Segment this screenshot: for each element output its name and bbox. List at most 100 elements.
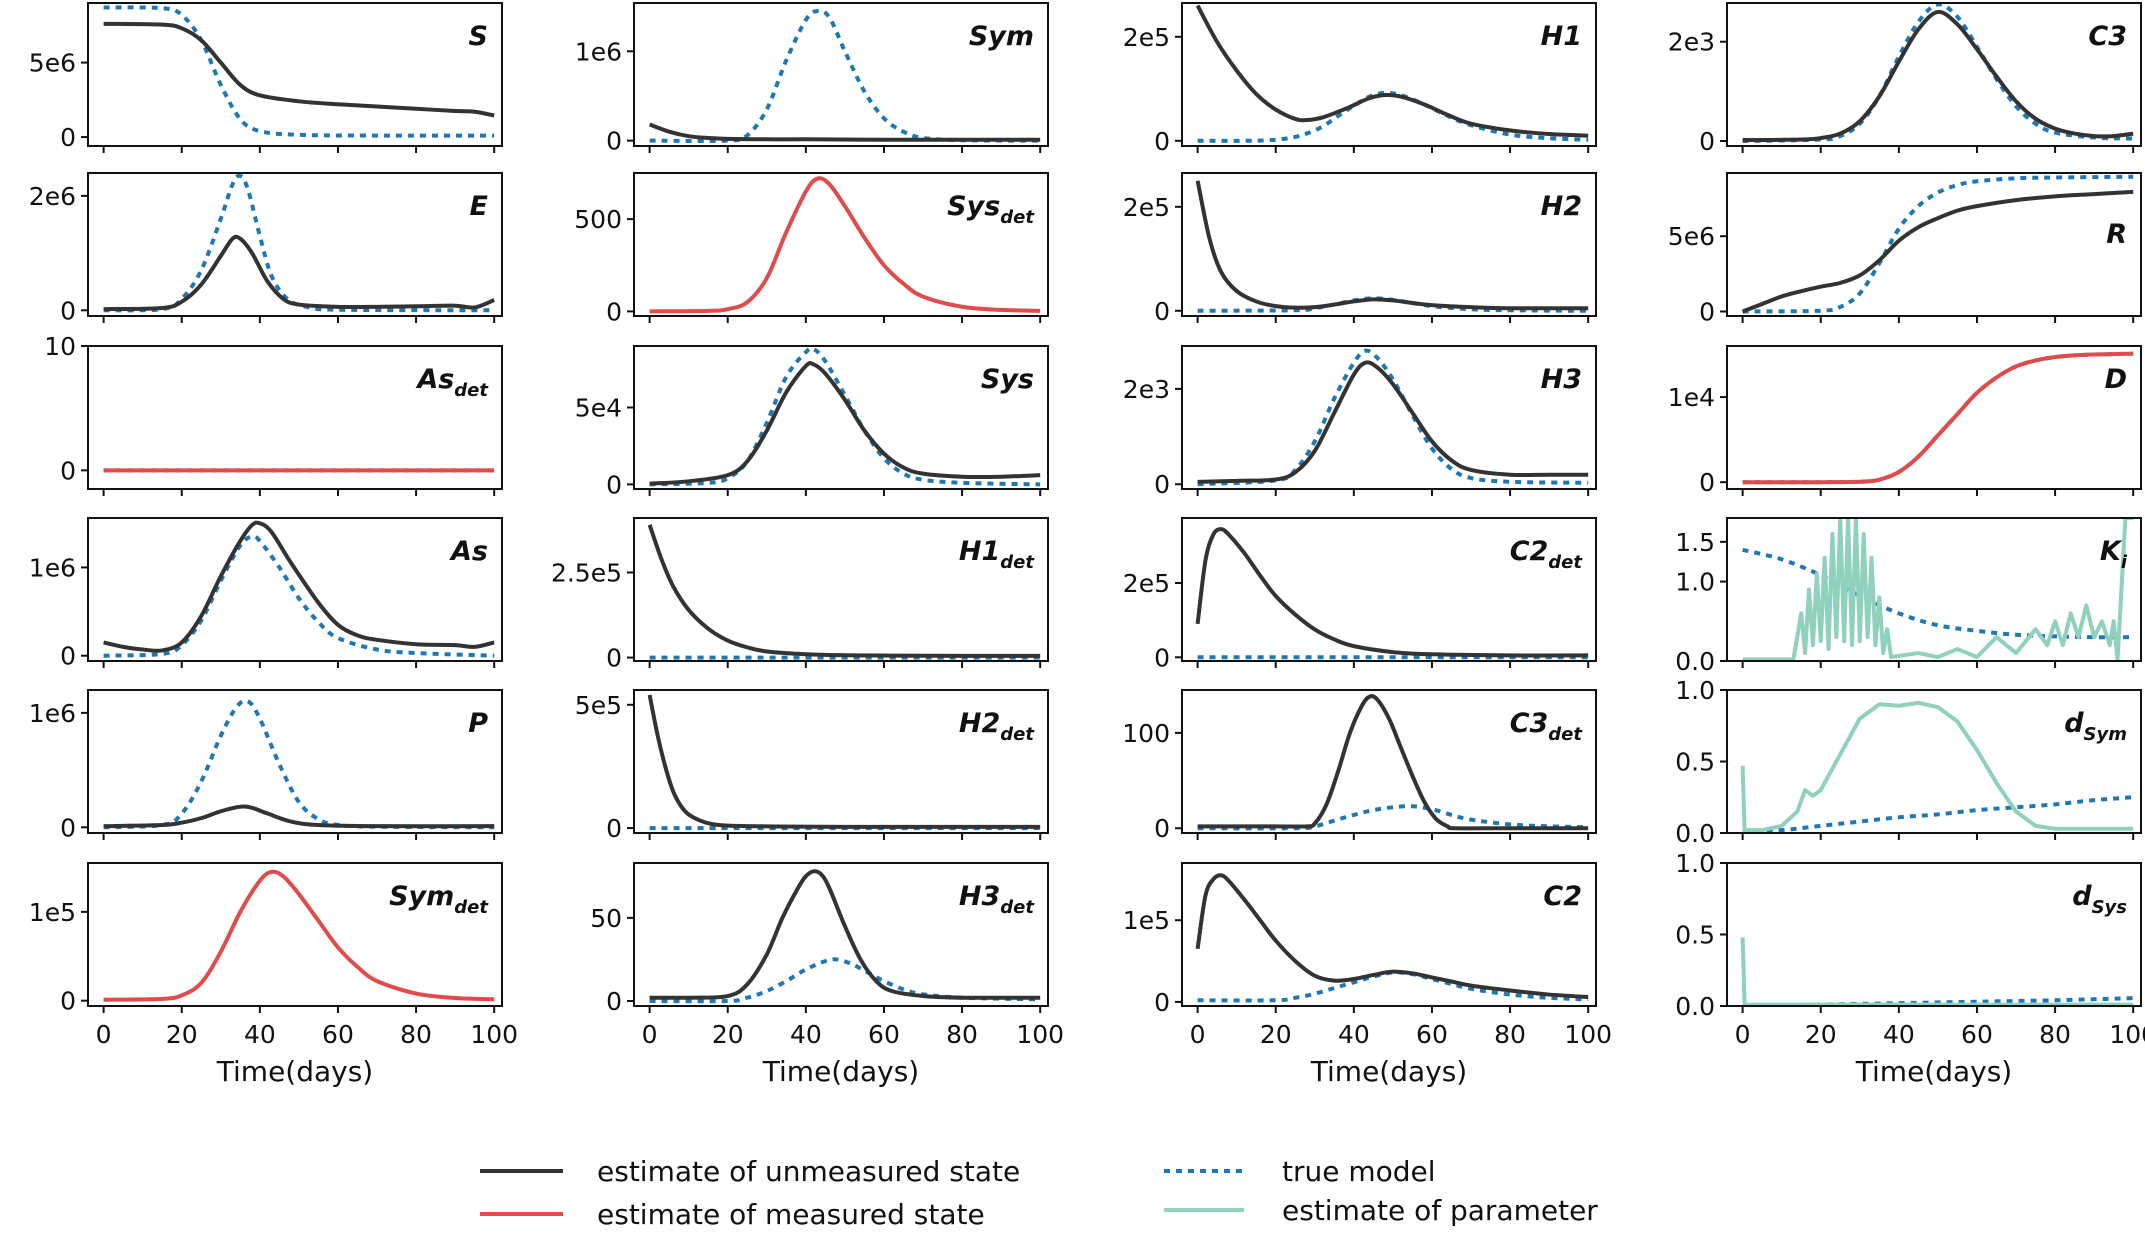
x-tick-label: 100 xyxy=(1016,1020,1064,1049)
panel-label-main: Sym xyxy=(389,881,454,912)
y-tick-label: 0.5 xyxy=(1675,748,1715,777)
true-model-line xyxy=(1742,351,2134,485)
y-tick-label: 1e5 xyxy=(1123,906,1170,935)
y-tick-label: 0 xyxy=(1154,127,1170,156)
y-tick-label: 0 xyxy=(1154,297,1170,326)
y-tick-label: 500 xyxy=(574,205,622,234)
estimate-unmeasured-line xyxy=(1197,694,1589,831)
panel-label-main: P xyxy=(468,708,488,739)
panel-label-main: H2 xyxy=(959,708,1000,739)
estimate-unmeasured-line xyxy=(1195,527,1589,658)
estimate-unmeasured-line xyxy=(103,21,495,118)
panel-series xyxy=(103,698,495,830)
panel-series xyxy=(1195,180,1589,313)
y-tick-label: 2e5 xyxy=(1123,569,1170,598)
panel-dsys: 0.0 0.5 1.0 0 20 40 60 80 100 dSys xyxy=(1675,849,2145,1049)
y-tick-label: 1e5 xyxy=(29,898,76,927)
estimate-unmeasured-line xyxy=(103,234,495,312)
y-tick-label: 0 xyxy=(1154,643,1170,672)
true-model-line xyxy=(1197,970,1589,1003)
panel-label-sub: det xyxy=(1548,552,1583,573)
y-tick-label: 10 xyxy=(44,332,76,361)
panel-label: C3det xyxy=(1510,708,1584,745)
y-tick-label: 0 xyxy=(60,456,76,485)
panel-label: C3 xyxy=(2088,21,2127,52)
panel-frame xyxy=(1726,172,2142,317)
x-tick-label: 0 xyxy=(96,1020,112,1049)
estimate-unmeasured-line xyxy=(649,869,1041,1000)
x-tick-label: 60 xyxy=(868,1020,900,1049)
y-tick-label: 1.5 xyxy=(1675,528,1715,557)
panel-label-sub: det xyxy=(1000,207,1035,228)
y-tick-label: 2e3 xyxy=(1123,375,1170,404)
panel-series xyxy=(649,176,1041,314)
panel-frame xyxy=(1726,2,2142,147)
panel-label: Sys xyxy=(981,364,1034,395)
y-tick-label: 0 xyxy=(1699,468,1715,497)
y-tick-label: 5e6 xyxy=(29,49,76,78)
y-tick-label: 100 xyxy=(1122,719,1170,748)
panel-series xyxy=(1195,4,1589,143)
estimate-unmeasured-line xyxy=(647,524,1041,658)
panel-frame xyxy=(1181,2,1597,147)
y-tick-label: 1.0 xyxy=(1675,568,1715,597)
panel-ki: 0.0 1.0 1.5 Ki xyxy=(1675,517,2142,676)
panel-label-sub: det xyxy=(1000,897,1035,918)
panel-label-main: C3 xyxy=(1510,708,1549,739)
x-tick-label: 80 xyxy=(2039,1020,2071,1049)
panel-label-sub: det xyxy=(1000,724,1035,745)
estimate-unmeasured-line xyxy=(649,361,1041,486)
x-axis-title: Time(days) xyxy=(762,1055,919,1088)
panel-label: R xyxy=(2106,219,2127,250)
panel-label-sub: det xyxy=(454,380,489,401)
panel-c2det: 0 2e5 C2det xyxy=(1123,517,1597,672)
y-tick-label: 5e6 xyxy=(1668,222,1715,251)
y-tick-label: 2.5e5 xyxy=(551,558,622,587)
panel-s: 0 5e6 S xyxy=(29,2,503,153)
panel-label-sub: det xyxy=(1548,724,1583,745)
true-model-line xyxy=(103,173,495,313)
panel-frame xyxy=(1726,517,2142,662)
panel-label-main: H1 xyxy=(959,536,1000,567)
panel-label: H2det xyxy=(959,708,1035,745)
y-tick-label: 0.0 xyxy=(1675,647,1715,676)
panel-series xyxy=(1742,518,2134,661)
y-tick-label: 2e6 xyxy=(29,182,76,211)
panel-series xyxy=(1197,694,1589,831)
estimate-unmeasured-line xyxy=(1742,9,2134,143)
panel-label-sub: Sym xyxy=(2084,724,2127,745)
panel-frame xyxy=(1181,345,1597,490)
panel-e: 0 2e6 E xyxy=(29,172,503,325)
panel-label-main: H3 xyxy=(1541,364,1582,395)
true-model-line xyxy=(103,698,495,830)
panel-label: dSym xyxy=(2064,708,2127,745)
panel-frame xyxy=(1181,517,1597,662)
panel-series xyxy=(1741,174,2134,314)
panel-series xyxy=(1197,348,1589,487)
x-tick-label: 0 xyxy=(1190,1020,1206,1049)
x-tick-label: 20 xyxy=(166,1020,198,1049)
panel-asdet: 0 10 Asdet xyxy=(44,332,503,496)
panel-h1det: 0 2.5e5 H1det xyxy=(551,517,1049,673)
panel-label: H3det xyxy=(959,881,1035,918)
panel-sysdet: 0 500 Sysdet xyxy=(574,172,1049,326)
y-tick-label: 0 xyxy=(1154,814,1170,843)
y-tick-label: 2e5 xyxy=(1123,193,1170,222)
panel-frame xyxy=(87,172,503,317)
estimate-unmeasured-line xyxy=(1195,4,1589,138)
panel-series xyxy=(1195,873,1589,1003)
panel-c2: 0 1e5 0 20 40 60 80 100 C2 xyxy=(1123,862,1612,1049)
x-tick-label: 60 xyxy=(1416,1020,1448,1049)
panel-label: S xyxy=(469,21,488,52)
panel-sys: 0 5e4 Sys xyxy=(575,345,1049,499)
panel-label: C2det xyxy=(1510,536,1584,573)
panel-label-main: R xyxy=(2106,219,2127,250)
y-tick-label: 0.0 xyxy=(1675,992,1715,1021)
panel-symdet: 0 1e5 0 20 40 60 80 100 Symdet xyxy=(29,862,518,1049)
estimate-parameter-line xyxy=(1740,937,2134,1006)
true-model-line xyxy=(1742,996,2134,1006)
estimate-unmeasured-line xyxy=(1741,189,2134,314)
panel-label: E xyxy=(470,191,489,222)
panel-label-main: As xyxy=(415,364,454,395)
